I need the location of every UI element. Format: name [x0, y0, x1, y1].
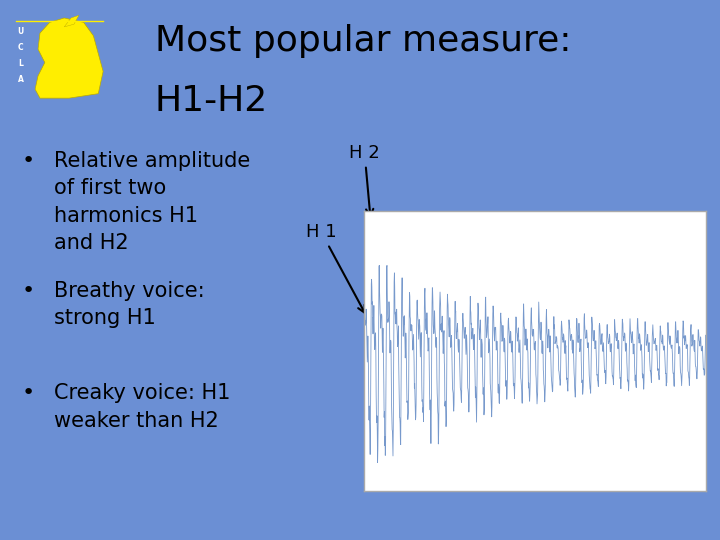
Text: A: A [17, 75, 24, 84]
Text: •: • [22, 281, 35, 301]
Text: Creaky voice: H1
weaker than H2: Creaky voice: H1 weaker than H2 [54, 383, 230, 430]
Text: H 1: H 1 [306, 223, 365, 313]
Text: Most popular measure:: Most popular measure: [155, 24, 571, 58]
Text: •: • [22, 151, 35, 171]
Text: •: • [22, 383, 35, 403]
Polygon shape [64, 15, 79, 27]
Text: H1-H2: H1-H2 [155, 84, 268, 118]
Text: L: L [18, 59, 23, 68]
Text: H 2: H 2 [349, 144, 380, 217]
Text: Breathy voice:
strong H1: Breathy voice: strong H1 [54, 281, 204, 328]
Text: U: U [17, 27, 24, 36]
Text: C: C [18, 43, 23, 52]
Text: Relative amplitude
of first two
harmonics H1
and H2: Relative amplitude of first two harmonic… [54, 151, 251, 253]
Polygon shape [35, 18, 103, 98]
